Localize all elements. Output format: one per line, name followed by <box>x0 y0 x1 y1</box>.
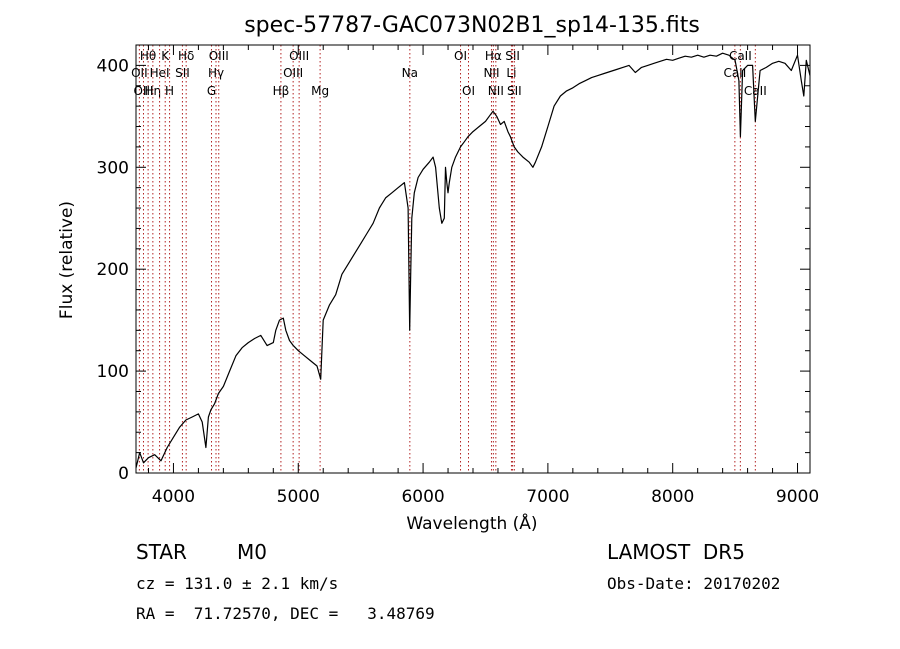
spectral-line-label: OI <box>462 84 475 98</box>
spectral-line-label: HeI <box>150 66 170 80</box>
spectral-line-label: NII <box>483 66 499 80</box>
spectral-line-label: Li <box>506 66 516 80</box>
plot-axes: 4000 5000 6000 7000 8000 9000 0 100 200 300 400 <box>97 44 819 507</box>
spectral-line-label: K <box>161 49 170 63</box>
y-tick-label: 100 <box>97 362 129 382</box>
y-tick-label: 0 <box>118 464 129 484</box>
spectral-line-label: Hα <box>485 49 502 63</box>
y-axis-label: Flux (relative) <box>57 201 77 319</box>
spectral-line-label: Mg <box>311 84 329 98</box>
spectral-line-label: Hη <box>145 84 162 98</box>
spectral-line-label: OIII <box>283 66 303 80</box>
spectral-line-label: OIII <box>209 49 229 63</box>
spectral-line-label: SII <box>175 66 190 80</box>
spectrum-series <box>135 52 811 469</box>
spectral-line-label: CaII <box>729 49 752 63</box>
spectral-line-label: Hβ <box>273 84 290 98</box>
observation-date: Obs-Date: 20170202 <box>607 574 781 593</box>
spectral-line-label: OIII <box>289 49 309 63</box>
spectral-line-label: Na <box>402 66 418 80</box>
redshift-velocity: cz = 131.0 ± 2.1 km/s <box>136 574 339 593</box>
y-tick-label: 400 <box>97 56 129 76</box>
y-tick-label: 300 <box>97 158 129 178</box>
object-subclass: M0 <box>237 540 267 564</box>
spectral-line-label: H <box>165 84 174 98</box>
x-tick-label: 4000 <box>152 487 195 507</box>
x-tick-label: 9000 <box>776 487 819 507</box>
plot-frame <box>135 44 811 474</box>
x-axis-label: Wavelength (Å) <box>406 512 537 534</box>
survey-release: LAMOST DR5 <box>607 540 745 564</box>
x-tick-label: 7000 <box>526 487 569 507</box>
spectral-line-label: CaII <box>744 84 767 98</box>
sky-coordinates: RA = 71.72570, DEC = 3.48769 <box>136 604 435 623</box>
spectral-line-label: G <box>207 84 216 98</box>
chart-title: spec-57787-GAC073N02B1_sp14-135.fits <box>244 13 700 38</box>
spectral-line-label: OIII <box>133 84 153 98</box>
spectral-line-label: SII <box>507 84 522 98</box>
spectral-line-label: OII <box>131 66 148 80</box>
x-tick-label: 6000 <box>401 487 444 507</box>
x-tick-label: 5000 <box>277 487 320 507</box>
spectral-line-markers: HθOIIOIIIHηHeIKHSIIHδGHγOIIIHβOIIIOIIIMg… <box>131 45 767 473</box>
spectral-line-label: Hδ <box>178 49 194 63</box>
x-tick-label: 8000 <box>651 487 694 507</box>
spectral-line-label: Hγ <box>208 66 224 80</box>
y-tick-label: 200 <box>97 260 129 280</box>
spectral-line-label: NII <box>488 84 504 98</box>
spectral-line-label: Hθ <box>140 49 156 63</box>
object-classification: STAR <box>136 540 187 564</box>
spectrum-line <box>135 52 811 469</box>
spectral-line-label: OI <box>454 49 467 63</box>
spectral-line-label: SII <box>505 49 520 63</box>
